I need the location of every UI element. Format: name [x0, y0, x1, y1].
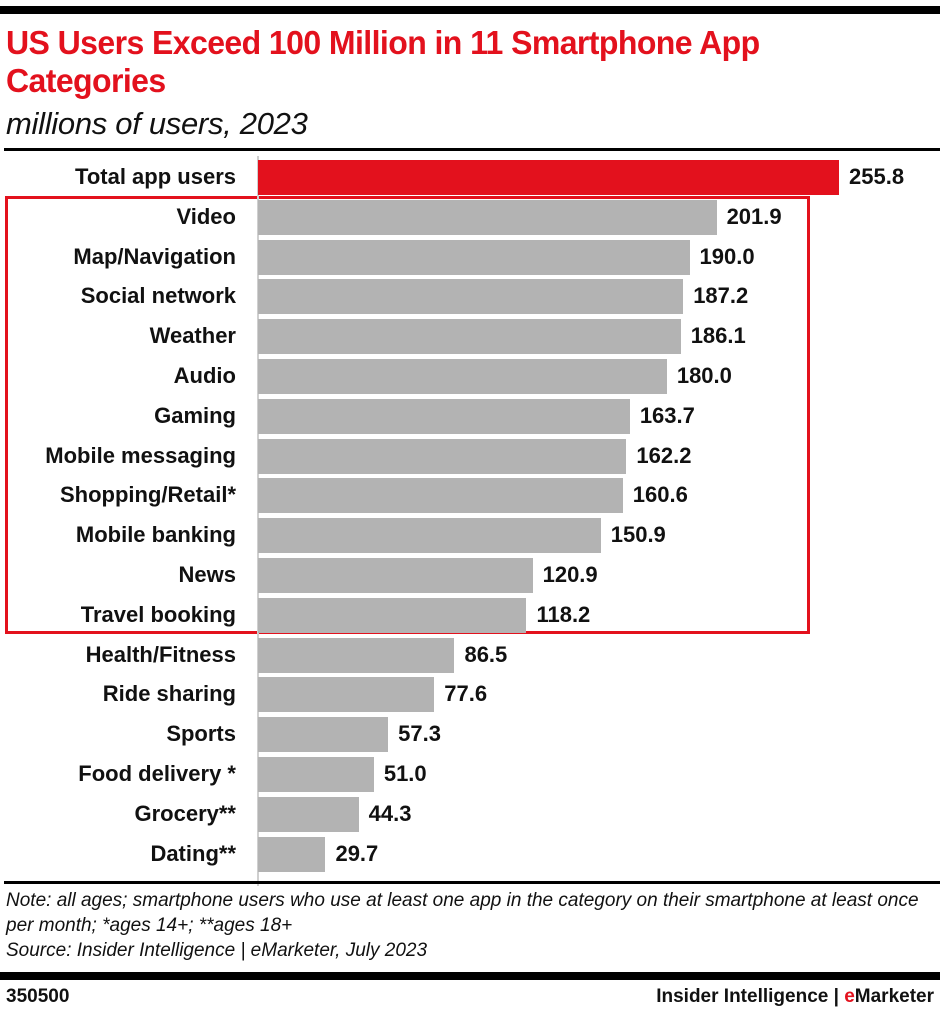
bar-map-navigation	[258, 239, 690, 275]
value-label-food-delivery: 51.0	[383, 761, 427, 786]
value-label-map-navigation: 190.0	[699, 243, 755, 269]
value-label-grocery: 44.3	[368, 800, 412, 826]
category-label-news: News	[178, 562, 236, 587]
category-label-mobile-messaging: Mobile messaging	[45, 442, 236, 468]
bar-food-delivery	[258, 757, 374, 792]
value-label-mobile-banking: 150.9	[610, 522, 666, 548]
category-label-video: Video	[176, 203, 236, 229]
value-label-ride-sharing: 77.6	[444, 681, 488, 707]
bar-mobile-banking	[258, 518, 601, 554]
bar-news	[258, 558, 533, 593]
bar-chart: Total app users 255.8 Video 201.9 Map/Naviga…	[45, 160, 905, 872]
value-label-weather: 186.1	[690, 323, 746, 349]
category-label-sports: Sports	[166, 721, 236, 747]
bar-sports	[258, 717, 389, 753]
chart-subtitle: millions of users, 2023	[6, 106, 308, 141]
chart-title: US Users Exceed 100 Million in 11 Smartp…	[6, 24, 760, 99]
value-label-dating: 29.7	[335, 840, 379, 866]
bar-gaming	[258, 398, 630, 434]
value-label-news: 120.9	[542, 562, 598, 587]
bar-weather	[258, 319, 681, 355]
category-label-health-fitness: Health/Fitness	[85, 641, 236, 667]
category-label-dating: Dating**	[150, 840, 236, 866]
brand-e: e	[844, 986, 855, 1007]
value-label-sports: 57.3	[398, 721, 441, 747]
bar-total-app-users	[258, 160, 839, 195]
value-label-social-network: 187.2	[693, 283, 749, 309]
category-label-grocery: Grocery**	[134, 800, 236, 826]
category-label-shopping-retail: Shopping/Retail*	[60, 482, 236, 508]
value-label-shopping-retail: 160.6	[632, 482, 688, 508]
bar-ride-sharing	[258, 677, 435, 713]
bar-social-network	[258, 279, 684, 315]
source-text: Source: Insider Intelligence | eMarketer…	[6, 940, 428, 961]
chart-id: 350500	[6, 986, 70, 1007]
bar-audio	[258, 359, 667, 394]
category-label-ride-sharing: Ride sharing	[102, 681, 236, 707]
category-label-mobile-banking: Mobile banking	[75, 522, 236, 548]
category-label-map-navigation: Map/Navigation	[73, 243, 236, 269]
category-label-audio: Audio	[173, 363, 236, 388]
value-label-video: 201.9	[726, 203, 782, 229]
bar-mobile-messaging	[258, 438, 627, 474]
value-label-gaming: 163.7	[639, 402, 695, 428]
category-label-gaming: Gaming	[154, 402, 236, 428]
note-text: Note: all ages; smartphone users who use…	[6, 890, 919, 936]
bar-dating	[258, 836, 326, 872]
brand-left: Insider Intelligence |	[656, 986, 845, 1007]
footer-rule	[0, 972, 940, 980]
value-label-audio: 180.0	[676, 363, 732, 388]
header-divider	[4, 148, 940, 151]
chart-notes: Note: all ages; smartphone users who use…	[6, 888, 926, 963]
category-label-social-network: Social network	[80, 283, 236, 309]
bar-health-fitness	[258, 637, 455, 673]
bar-shopping-retail	[258, 478, 623, 514]
value-label-health-fitness: 86.5	[464, 641, 508, 667]
value-label-travel-booking: 118.2	[536, 601, 591, 627]
bar-grocery	[258, 796, 359, 832]
bar-video	[258, 199, 717, 235]
category-label-total-app-users: Total app users	[75, 164, 236, 189]
brand-right: Marketer	[854, 986, 934, 1007]
brand-logo: Insider Intelligence | eMarketer	[656, 986, 934, 1008]
value-label-total-app-users: 255.8	[849, 164, 905, 189]
category-label-weather: Weather	[149, 323, 236, 349]
category-label-food-delivery: Food delivery *	[78, 761, 236, 786]
category-label-travel-booking: Travel booking	[80, 601, 236, 627]
value-label-mobile-messaging: 162.2	[636, 442, 692, 468]
top-rule	[0, 6, 940, 14]
chart-bottom-divider	[4, 881, 940, 884]
bar-travel-booking	[258, 597, 527, 633]
